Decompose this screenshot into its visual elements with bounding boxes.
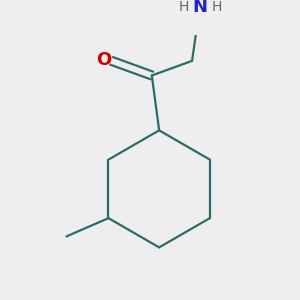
- Text: O: O: [96, 51, 111, 69]
- Text: N: N: [193, 0, 208, 16]
- Text: H: H: [178, 0, 189, 14]
- Text: H: H: [212, 0, 222, 14]
